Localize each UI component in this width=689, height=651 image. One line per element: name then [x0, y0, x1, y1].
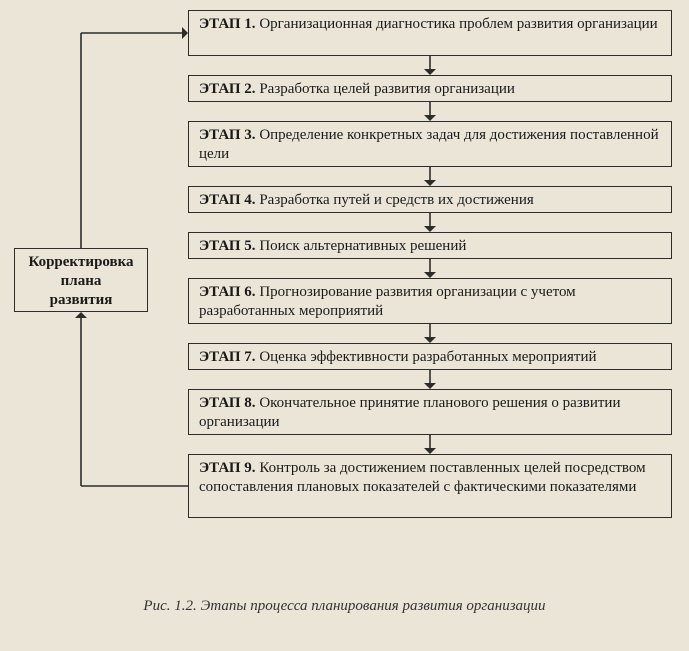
stage-5-node: ЭТАП 5. Поиск альтернативных решений [188, 232, 672, 259]
stage-7-node: ЭТАП 7. Оценка эффективности разработанн… [188, 343, 672, 370]
correction-line: Корректировка [19, 253, 143, 272]
figure-number: Рис. 1.2. [143, 598, 196, 614]
stage-text: Контроль за достижением поставленных цел… [199, 460, 646, 495]
stage-label: ЭТАП 1. [199, 16, 259, 32]
stage-1-node: ЭТАП 1. Организационная диагностика проб… [188, 10, 672, 56]
stage-label: ЭТАП 6. [199, 284, 259, 300]
correction-line: плана [19, 272, 143, 291]
stage-3-node: ЭТАП 3. Определение конкретных задач для… [188, 121, 672, 167]
stage-label: ЭТАП 3. [199, 127, 259, 143]
figure-caption: Рис. 1.2. Этапы процесса планирования ра… [0, 598, 689, 615]
stage-text: Поиск альтернативных решений [259, 238, 466, 254]
stage-label: ЭТАП 9. [199, 460, 259, 476]
stage-2-node: ЭТАП 2. Разработка целей развития органи… [188, 75, 672, 102]
stage-label: ЭТАП 2. [199, 81, 259, 97]
stage-text: Определение конкретных задач для достиже… [199, 127, 659, 162]
correction-line: развития [19, 291, 143, 310]
stage-text: Разработка путей и средств их достижения [259, 192, 533, 208]
figure-caption-text: Этапы процесса планирования развития орг… [201, 598, 546, 614]
stage-4-node: ЭТАП 4. Разработка путей и средств их до… [188, 186, 672, 213]
stage-text: Оценка эффективности разработанных мероп… [259, 349, 596, 365]
diagram-canvas: { "canvas": { "width": 689, "height": 65… [0, 0, 689, 651]
stage-label: ЭТАП 7. [199, 349, 259, 365]
correction-node: Корректировкапланаразвития [14, 248, 148, 312]
stage-text: Окончательное принятие планового решения… [199, 395, 620, 430]
stage-label: ЭТАП 5. [199, 238, 259, 254]
stage-9-node: ЭТАП 9. Контроль за достижением поставле… [188, 454, 672, 518]
stage-6-node: ЭТАП 6. Прогнозирование развития организ… [188, 278, 672, 324]
stage-text: Разработка целей развития организации [259, 81, 515, 97]
stage-label: ЭТАП 8. [199, 395, 259, 411]
stage-text: Организационная диагностика проблем разв… [259, 16, 657, 32]
stage-label: ЭТАП 4. [199, 192, 259, 208]
stage-8-node: ЭТАП 8. Окончательное принятие планового… [188, 389, 672, 435]
